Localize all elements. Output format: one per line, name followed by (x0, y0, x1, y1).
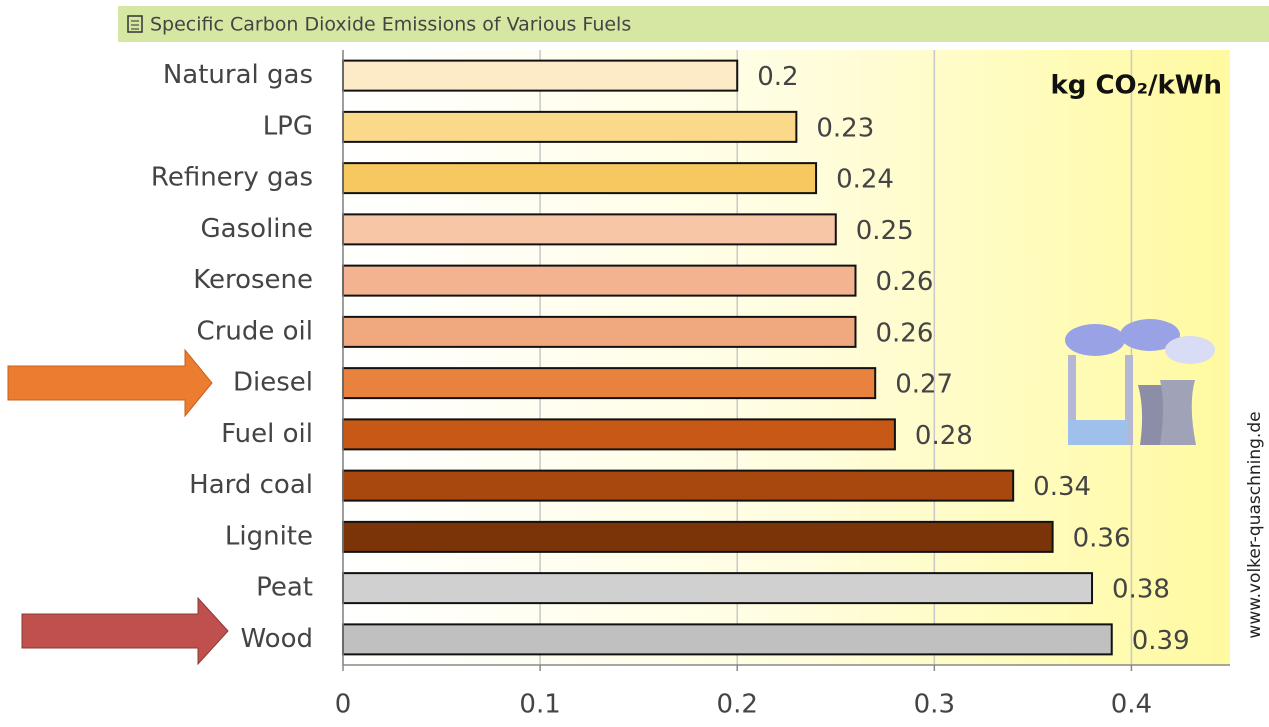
bar (343, 624, 1112, 654)
x-tick-label: 0.3 (914, 690, 955, 720)
value-label: 0.27 (895, 370, 953, 400)
unit-label: kg CO₂/kWh (1050, 71, 1222, 101)
y-tick-label: Peat (256, 573, 313, 603)
y-tick-label: LPG (263, 111, 313, 141)
y-tick-label: Lignite (225, 521, 313, 551)
bar (343, 368, 875, 398)
x-tick-label: 0.1 (519, 690, 560, 720)
bar (343, 214, 836, 244)
y-tick-label: Diesel (233, 368, 313, 398)
x-tick-label: 0 (335, 690, 352, 720)
value-label: 0.39 (1132, 626, 1190, 656)
y-tick-label: Wood (240, 624, 313, 654)
y-tick-label: Kerosene (193, 265, 313, 295)
page: Specific Carbon Dioxide Emissions of Var… (0, 0, 1269, 723)
chart: Specific Carbon Dioxide Emissions of Var… (0, 0, 1269, 723)
bar (343, 471, 1013, 501)
bar (343, 419, 895, 449)
bar (343, 522, 1053, 552)
y-tick-label: Crude oil (197, 316, 313, 346)
value-label: 0.28 (915, 421, 973, 451)
y-tick-label: Refinery gas (151, 163, 313, 193)
value-label: 0.26 (875, 318, 933, 348)
bar (343, 317, 855, 347)
arrow-wood (22, 598, 228, 664)
value-label: 0.25 (856, 216, 914, 246)
arrow-diesel (8, 350, 212, 416)
x-tick-label: 0.2 (717, 690, 758, 720)
y-tick-label: Fuel oil (221, 419, 313, 449)
value-label: 0.23 (816, 113, 874, 143)
x-tick-label: 0.4 (1111, 690, 1152, 720)
y-tick-label: Natural gas (163, 60, 313, 90)
value-label: 0.2 (757, 62, 798, 92)
value-label: 0.26 (875, 267, 933, 297)
value-label: 0.24 (836, 165, 894, 195)
bar (343, 163, 816, 193)
bar (343, 573, 1092, 603)
bar (343, 112, 796, 142)
y-tick-label: Gasoline (201, 214, 313, 244)
bar (343, 266, 855, 296)
value-label: 0.36 (1073, 523, 1131, 553)
y-tick-label: Hard coal (189, 470, 313, 500)
credit: www.volker-quaschning.de (1245, 411, 1265, 638)
bar (343, 61, 737, 91)
chart-title: Specific Carbon Dioxide Emissions of Var… (150, 14, 631, 36)
value-label: 0.38 (1112, 575, 1170, 605)
value-label: 0.34 (1033, 472, 1091, 502)
